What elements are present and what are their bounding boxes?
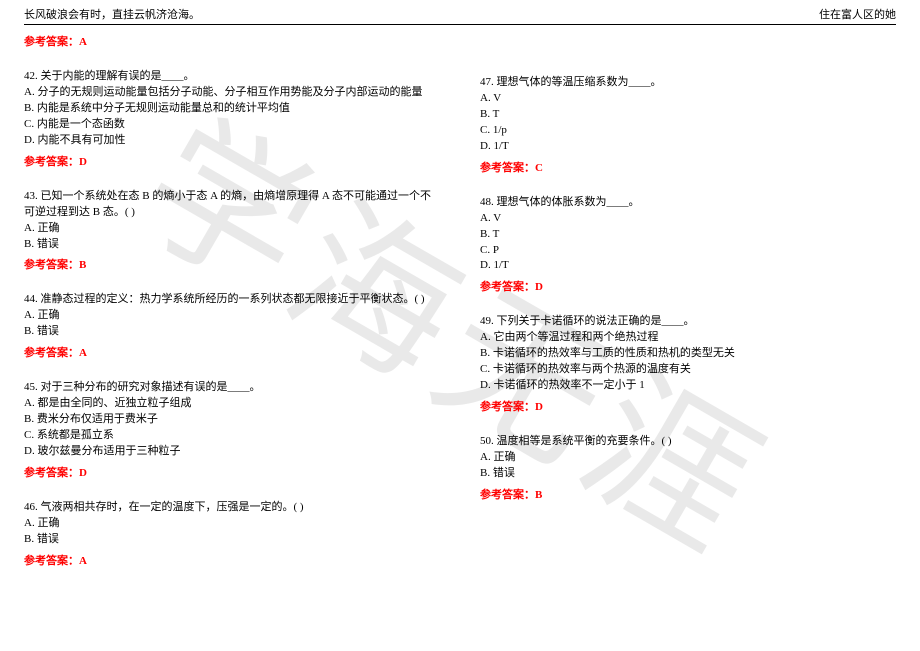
q49-a: A. 它由两个等温过程和两个绝热过程: [480, 330, 896, 346]
q42: 42. 关于内能的理解有误的是____。 A. 分子的无规则运动能量包括分子动能…: [24, 69, 440, 169]
q48-d: D. 1/T: [480, 258, 896, 274]
page-header: 长风破浪会有时，直挂云帆济沧海。 住在富人区的她: [24, 6, 896, 25]
q48-stem: 48. 理想气体的体胀系数为____。: [480, 195, 896, 211]
q50: 50. 温度相等是系统平衡的充要条件。( ) A. 正确 B. 错误 参考答案：…: [480, 434, 896, 502]
q49-d: D. 卡诺循环的热效率不一定小于 1: [480, 378, 896, 394]
header-right: 住在富人区的她: [819, 6, 896, 22]
q50-answer: 参考答案：B: [480, 486, 896, 502]
q50-stem: 50. 温度相等是系统平衡的充要条件。( ): [480, 434, 896, 450]
q42-answer: 参考答案：D: [24, 153, 440, 169]
q42-c: C. 内能是一个态函数: [24, 117, 440, 133]
q44-b: B. 错误: [24, 324, 440, 340]
q45-d: D. 玻尔兹曼分布适用于三种粒子: [24, 444, 440, 460]
q45-b: B. 费米分布仅适用于费米子: [24, 412, 440, 428]
q46: 46. 气液两相共存时，在一定的温度下，压强是一定的。( ) A. 正确 B. …: [24, 500, 440, 568]
q45-c: C. 系统都是孤立系: [24, 428, 440, 444]
q47: 47. 理想气体的等温压缩系数为____。 A. V B. T C. 1/p D…: [480, 75, 896, 175]
q43: 43. 已知一个系统处在态 B 的熵小于态 A 的熵，由熵增原理得 A 态不可能…: [24, 189, 440, 273]
q44-stem: 44. 准静态过程的定义：热力学系统所经历的一系列状态都无限接近于平衡状态。( …: [24, 292, 440, 308]
q49-stem: 49. 下列关于卡诺循环的说法正确的是____。: [480, 314, 896, 330]
left-column: 参考答案：A 42. 关于内能的理解有误的是____。 A. 分子的无规则运动能…: [24, 29, 440, 568]
q49: 49. 下列关于卡诺循环的说法正确的是____。 A. 它由两个等温过程和两个绝…: [480, 314, 896, 414]
columns: 参考答案：A 42. 关于内能的理解有误的是____。 A. 分子的无规则运动能…: [24, 29, 896, 568]
q48: 48. 理想气体的体胀系数为____。 A. V B. T C. P D. 1/…: [480, 195, 896, 295]
right-column: 47. 理想气体的等温压缩系数为____。 A. V B. T C. 1/p D…: [480, 29, 896, 568]
q45: 45. 对于三种分布的研究对象描述有误的是____。 A. 都是由全同的、近独立…: [24, 380, 440, 480]
q42-a: A. 分子的无规则运动能量包括分子动能、分子相互作用势能及分子内部运动的能量: [24, 85, 440, 101]
q43-b: B. 错误: [24, 237, 440, 253]
q47-answer: 参考答案：C: [480, 159, 896, 175]
q44-a: A. 正确: [24, 308, 440, 324]
q46-answer: 参考答案：A: [24, 552, 440, 568]
q43-stem: 43. 已知一个系统处在态 B 的熵小于态 A 的熵，由熵增原理得 A 态不可能…: [24, 189, 440, 221]
q43-answer: 参考答案：B: [24, 256, 440, 272]
q47-b: B. T: [480, 107, 896, 123]
q49-b: B. 卡诺循环的热效率与工质的性质和热机的类型无关: [480, 346, 896, 362]
q46-stem: 46. 气液两相共存时，在一定的温度下，压强是一定的。( ): [24, 500, 440, 516]
q50-b: B. 错误: [480, 466, 896, 482]
q45-answer: 参考答案：D: [24, 464, 440, 480]
q48-answer: 参考答案：D: [480, 278, 896, 294]
header-left: 长风破浪会有时，直挂云帆济沧海。: [24, 6, 200, 22]
q45-stem: 45. 对于三种分布的研究对象描述有误的是____。: [24, 380, 440, 396]
q42-b: B. 内能是系统中分子无规则运动能量总和的统计平均值: [24, 101, 440, 117]
q47-stem: 47. 理想气体的等温压缩系数为____。: [480, 75, 896, 91]
q50-a: A. 正确: [480, 450, 896, 466]
q48-c: C. P: [480, 243, 896, 259]
q44: 44. 准静态过程的定义：热力学系统所经历的一系列状态都无限接近于平衡状态。( …: [24, 292, 440, 360]
q42-stem: 42. 关于内能的理解有误的是____。: [24, 69, 440, 85]
q49-answer: 参考答案：D: [480, 398, 896, 414]
q42-d: D. 内能不具有可加性: [24, 133, 440, 149]
q45-a: A. 都是由全同的、近独立粒子组成: [24, 396, 440, 412]
q47-d: D. 1/T: [480, 139, 896, 155]
q49-c: C. 卡诺循环的热效率与两个热源的温度有关: [480, 362, 896, 378]
page-content: 长风破浪会有时，直挂云帆济沧海。 住在富人区的她 参考答案：A 42. 关于内能…: [0, 0, 920, 568]
q44-answer: 参考答案：A: [24, 344, 440, 360]
q47-a: A. V: [480, 91, 896, 107]
q47-c: C. 1/p: [480, 123, 896, 139]
q46-a: A. 正确: [24, 516, 440, 532]
q48-a: A. V: [480, 211, 896, 227]
answer-top: 参考答案：A: [24, 33, 440, 49]
q48-b: B. T: [480, 227, 896, 243]
q43-a: A. 正确: [24, 221, 440, 237]
q46-b: B. 错误: [24, 532, 440, 548]
